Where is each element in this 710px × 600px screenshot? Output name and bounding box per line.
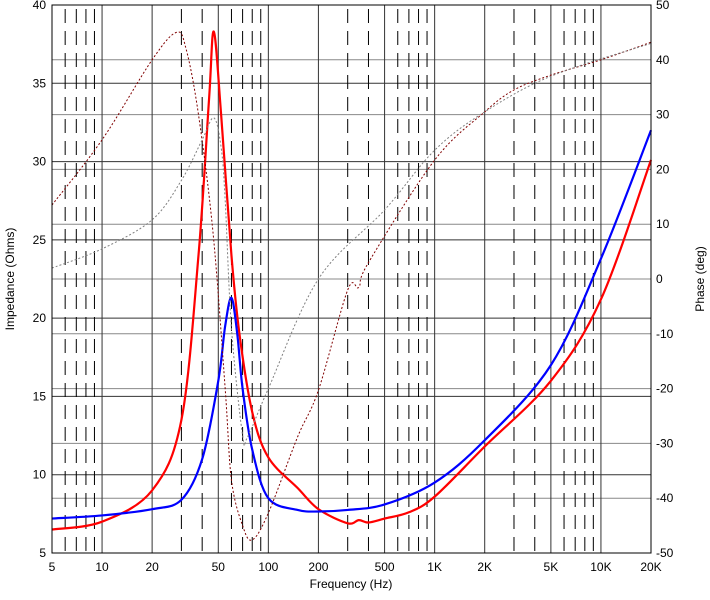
impedance-curve-0 (51, 30, 653, 531)
curves (51, 30, 653, 541)
x-tick-label: 50 (212, 560, 226, 574)
x-tick-label: 20 (145, 560, 159, 574)
y2-axis-label: Phase (deg) (693, 246, 707, 311)
y2-tick-label: -10 (656, 327, 674, 341)
y-tick-label: 40 (33, 0, 47, 12)
y-axis-label: Impedance (Ohms) (3, 228, 17, 331)
y-tick-label: 15 (33, 389, 47, 403)
x-tick-label: 1K (427, 560, 442, 574)
x-tick-label: 10 (95, 560, 109, 574)
x-tick-label: 5K (544, 560, 559, 574)
x-tick-label: 10K (590, 560, 611, 574)
phase-curve-2 (51, 31, 652, 541)
x-axis-label: Frequency (Hz) (310, 577, 393, 591)
x-tick-label: 500 (375, 560, 395, 574)
y2-tick-label: -40 (656, 491, 674, 505)
x-tick-label: 100 (258, 560, 278, 574)
y2-tick-label: 30 (656, 108, 670, 122)
y2-tick-label: -50 (656, 546, 674, 560)
impedance-curve-1 (51, 129, 653, 520)
phase-curve-3 (51, 42, 652, 447)
y-tick-label: 5 (39, 546, 46, 560)
y-tick-label: 25 (33, 233, 47, 247)
y2-tick-label: -20 (656, 382, 674, 396)
y2-tick-label: 0 (656, 272, 663, 286)
y2-tick-label: 50 (656, 0, 670, 12)
plot-frame (51, 4, 652, 554)
x-tick-label: 200 (308, 560, 328, 574)
y-tick-label: 35 (33, 76, 47, 90)
y2-tick-label: 40 (656, 53, 670, 67)
y2-tick-label: 10 (656, 217, 670, 231)
y-tick-label: 20 (33, 311, 47, 325)
y2-tick-label: -30 (656, 436, 674, 450)
x-tick-label: 2K (477, 560, 492, 574)
grid (51, 4, 652, 554)
y2-tick-label: 20 (656, 162, 670, 176)
x-tick-label: 5 (49, 560, 56, 574)
y-tick-label: 30 (33, 155, 47, 169)
x-tick-label: 20K (640, 560, 661, 574)
tick-labels: -50 -40 -30 -20 -10 0 10 20 30 40 50 5 10 15 20 25 30 35 4… (33, 0, 674, 574)
y-tick-label: 10 (33, 468, 47, 482)
